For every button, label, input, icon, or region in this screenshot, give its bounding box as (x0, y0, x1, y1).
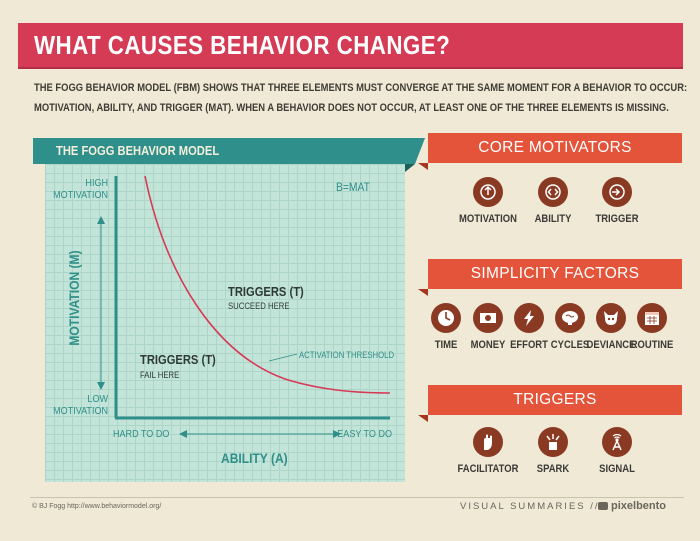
formula-label: B=MAT (336, 180, 370, 194)
low-label: LOW (87, 393, 108, 405)
intro-line-2: MOTIVATION, ABILITY, AND TRIGGER (MAT). … (34, 102, 669, 114)
copyright-text: © BJ Fogg http://www.behaviormodel.org/ (32, 503, 162, 510)
motivation-label: MOTIVATION (459, 213, 517, 225)
pixelbento-brand-text: pixelbento (611, 500, 667, 512)
simplicity-factors-title: SIMPLICITY FACTORS (470, 265, 640, 282)
calendar-icon (637, 303, 667, 333)
model-header-ribbon (33, 138, 425, 164)
spark-icon (538, 427, 568, 457)
threshold-leader-line (268, 353, 298, 362)
trigger-label: TRIGGER (595, 213, 639, 225)
triggers-title: TRIGGERS (513, 391, 597, 408)
deviance-label: DEVIANCE (586, 339, 636, 351)
x-axis-title: ABILITY (A) (221, 450, 288, 466)
brain-icon (555, 303, 585, 333)
high-motivation-word: MOTIVATION (53, 189, 108, 201)
triggers-succeed-sub: SUCCEED HERE (228, 301, 290, 311)
title-banner: WHAT CAUSES BEHAVIOR CHANGE? (18, 23, 683, 67)
activation-threshold-label: ACTIVATION THRESHOLD (299, 350, 395, 360)
time-label: TIME (434, 339, 458, 351)
triggers-fail-title: TRIGGERS (T) (140, 352, 216, 367)
hard-to-do-label: HARD TO DO (113, 428, 170, 440)
ability-arrow-left (179, 430, 187, 438)
triggers-succeed-title: TRIGGERS (T) (228, 284, 304, 299)
high-label: HIGH (85, 177, 108, 189)
triggers-ribbon: TRIGGERS (418, 385, 682, 422)
low-motivation-label: LOW MOTIVATION (50, 393, 108, 417)
y-axis-title: MOTIVATION (M) (66, 250, 82, 346)
trigger-icon (602, 177, 632, 207)
core-motivators-ribbon: CORE MOTIVATORS (418, 133, 682, 170)
money-icon (473, 303, 503, 333)
footer-divider (30, 497, 684, 498)
simplicity-factors-ribbon: SIMPLICITY FACTORS (418, 259, 682, 296)
easy-to-do-label: EASY TO DO (337, 428, 392, 440)
core-motivators-title: CORE MOTIVATORS (478, 139, 632, 156)
lightning-icon (514, 303, 544, 333)
intro-text: THE FOGG BEHAVIOR MODEL (FBM) SHOWS THAT… (34, 78, 688, 118)
motivation-icon (473, 177, 503, 207)
routine-label: ROUTINE (630, 339, 674, 351)
ability-arrow-right (333, 430, 341, 438)
intro-line-1: THE FOGG BEHAVIOR MODEL (FBM) SHOWS THAT… (34, 82, 688, 94)
signal-icon (602, 427, 632, 457)
triggers-fail-sub: FAIL HERE (140, 370, 180, 380)
pixelbento-logo: pixelbento (598, 500, 666, 512)
model-title: THE FOGG BEHAVIOR MODEL (56, 143, 220, 158)
pixelbento-mark-icon (598, 502, 608, 511)
page-title: WHAT CAUSES BEHAVIOR CHANGE? (34, 30, 451, 60)
hand-icon (473, 427, 503, 457)
low-motivation-word: MOTIVATION (53, 405, 108, 417)
money-label: MONEY (470, 339, 506, 351)
model-header-fold (405, 164, 415, 172)
ability-label: ABILITY (534, 213, 572, 225)
spark-label: SPARK (536, 463, 570, 475)
signal-label: SIGNAL (599, 463, 635, 475)
facilitator-label: FACILITATOR (457, 463, 519, 475)
devil-icon (596, 303, 626, 333)
activation-threshold-curve (144, 175, 391, 394)
cycles-label: CYCLES (550, 339, 590, 351)
motivation-arrow-up (97, 216, 105, 224)
clock-icon (431, 303, 461, 333)
model-chart (97, 175, 391, 438)
model-grid-panel (45, 164, 405, 482)
motivation-arrow-down (97, 382, 105, 390)
high-motivation-label: HIGH MOTIVATION (50, 177, 108, 201)
effort-label: EFFORT (510, 339, 548, 351)
ability-icon (538, 177, 568, 207)
visual-summaries-text: VISUAL SUMMARIES // (460, 501, 600, 512)
